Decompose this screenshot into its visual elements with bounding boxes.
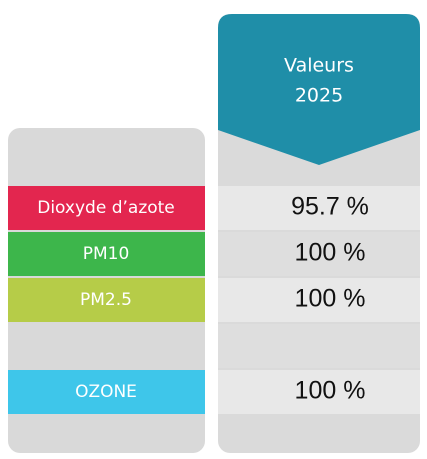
value-stripe [218, 324, 420, 368]
row-value: 100 % [295, 239, 366, 267]
value-stripe [218, 232, 420, 276]
row-value: 100 % [295, 377, 366, 405]
label-band [8, 186, 205, 230]
header-text: Valeurs [284, 55, 354, 77]
label-band [8, 232, 205, 276]
label-band [8, 370, 205, 414]
header-banner [218, 14, 420, 165]
row-label: OZONE [75, 382, 137, 402]
header-text: 2025 [295, 85, 343, 107]
value-stripe [218, 186, 420, 230]
row-value: 100 % [295, 285, 366, 313]
label-band [8, 278, 205, 322]
value-stripe [218, 278, 420, 322]
row-label: Dioxyde d’azote [37, 198, 175, 218]
row-value: 95.7 % [291, 193, 369, 221]
value-stripe [218, 370, 420, 414]
row-label: PM2.5 [80, 290, 132, 310]
row-label: PM10 [83, 244, 130, 264]
